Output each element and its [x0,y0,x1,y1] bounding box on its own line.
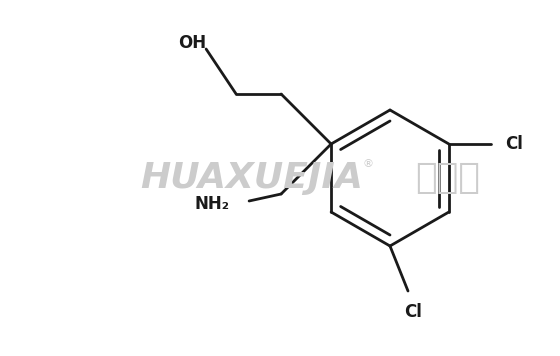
Text: 化学加: 化学加 [415,161,480,195]
Text: OH: OH [178,34,206,52]
Text: ®: ® [362,159,374,169]
Text: NH₂: NH₂ [194,195,229,213]
Text: Cl: Cl [505,135,523,153]
Text: Cl: Cl [404,303,422,321]
Text: HUAXUEJIA: HUAXUEJIA [140,161,363,195]
